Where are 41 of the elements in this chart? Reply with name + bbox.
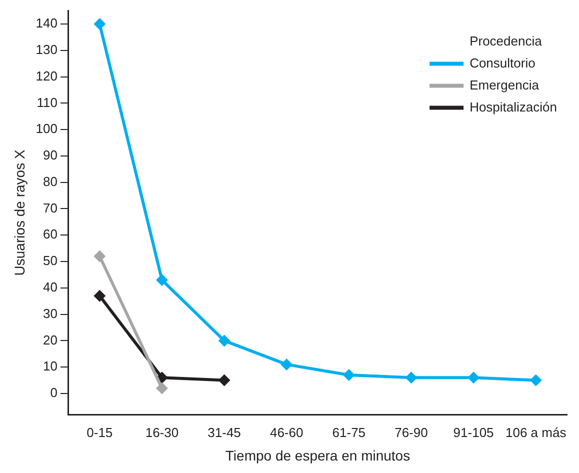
y-tick-label: 0 [50, 385, 58, 400]
x-tick-label: 16-30 [145, 424, 179, 440]
point [530, 374, 542, 386]
y-axis-title: Usuarios de rayos X [11, 149, 28, 276]
point [405, 372, 418, 384]
x-tick-label: 91-105 [453, 424, 494, 440]
point [280, 358, 293, 370]
point [342, 369, 355, 382]
x-tick-label: 0-15 [86, 424, 113, 440]
x-tick-label: 31-45 [208, 424, 241, 440]
legend-label: Consultorio [470, 55, 536, 70]
x-tick-label: 61-75 [332, 424, 366, 440]
point [156, 382, 168, 394]
point [468, 372, 480, 384]
point [94, 250, 106, 262]
y-tick-label: 20 [43, 332, 58, 348]
y-tick-label: 120 [36, 68, 58, 84]
legend-label: Emergencia [470, 77, 540, 92]
y-tick-label: 50 [43, 253, 58, 268]
x-tick-label: 106 a más [505, 424, 567, 440]
y-tick-label: 30 [43, 306, 58, 321]
y-tick-label: 40 [43, 279, 58, 294]
y-tick-label: 140 [36, 16, 58, 31]
y-tick-label: 80 [43, 174, 58, 189]
x-axis-title: Tiempo de espera en minutos [225, 447, 410, 464]
point [218, 334, 230, 347]
y-tick-label: 70 [43, 200, 58, 216]
y-tick-label: 10 [43, 358, 58, 374]
y-tick-label: 100 [36, 121, 58, 136]
legend-title: Procedencia [470, 33, 543, 48]
point [94, 18, 106, 30]
x-tick-label: 46-60 [270, 424, 304, 440]
point [156, 274, 168, 286]
point [94, 290, 106, 302]
x-tick-label: 76-90 [394, 424, 428, 440]
legend-label: Hospitalización [470, 99, 558, 114]
y-tick-label: 90 [43, 148, 58, 163]
point [218, 374, 230, 386]
y-tick-label: 130 [36, 42, 58, 57]
y-tick-label: 60 [43, 226, 58, 242]
y-tick-label: 110 [36, 94, 58, 110]
